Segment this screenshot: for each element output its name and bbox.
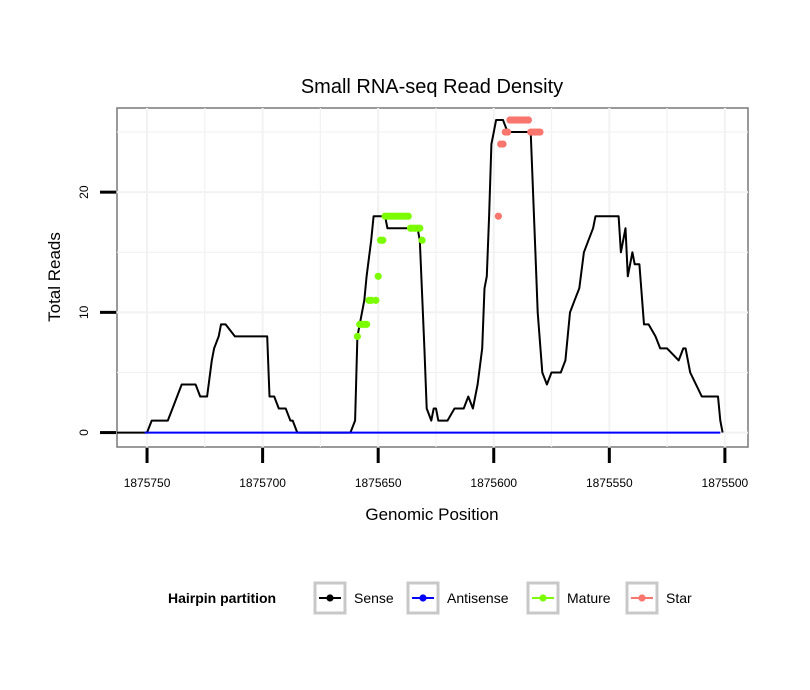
panel-border (116, 107, 749, 448)
data-point-mature (379, 236, 387, 244)
y-axis: 0 10 20 (77, 185, 116, 436)
data-point-star (524, 116, 533, 124)
x-tick-label: 1875500 (702, 476, 749, 490)
legend: Hairpin partition Sense Antisense Mature St… (168, 581, 692, 615)
legend-label: Antisense (447, 590, 509, 606)
chart-title: Small RNA-seq Read Density (301, 76, 563, 98)
legend-item: Antisense (406, 581, 509, 615)
x-axis: 1875750 1875700 1875650 1875600 1875550 18755… (124, 448, 749, 490)
data-point-star (536, 128, 544, 136)
x-axis-title: Genomic Position (365, 505, 498, 524)
y-tick-label: 10 (77, 305, 91, 319)
legend-title: Hairpin partition (168, 590, 276, 606)
data-point-mature (353, 332, 361, 341)
plot-panel (116, 107, 749, 448)
y-tick-label: 0 (77, 429, 91, 436)
legend-item: Mature (526, 581, 611, 615)
data-point-mature (418, 236, 426, 244)
data-point-mature (374, 272, 382, 280)
series-points (353, 116, 544, 341)
legend-label: Star (666, 590, 692, 606)
legend-label: Sense (354, 590, 394, 606)
series-line-sense (146, 119, 724, 434)
data-point-mature (363, 320, 371, 328)
data-point-mature (404, 212, 412, 220)
x-tick-label: 1875550 (586, 476, 633, 490)
legend-items: Sense Antisense Mature Star (313, 581, 692, 615)
data-point-star (494, 212, 502, 220)
x-tick-label: 1875700 (239, 476, 286, 490)
x-tick-label: 1875600 (470, 476, 517, 490)
x-tick-label: 1875750 (124, 476, 171, 490)
legend-key-point (539, 594, 547, 602)
series-lines (117, 119, 724, 434)
legend-key-point (326, 594, 334, 602)
x-tick-label: 1875650 (355, 476, 402, 490)
data-point-star (499, 140, 507, 148)
data-point-star (504, 128, 512, 136)
legend-key-point (419, 594, 427, 602)
data-point-mature (372, 296, 380, 304)
legend-item: Sense (313, 581, 394, 615)
legend-label: Mature (567, 590, 611, 606)
y-tick-label: 20 (77, 185, 91, 199)
data-point-mature (416, 224, 424, 232)
legend-key-point (638, 594, 646, 602)
legend-item: Star (625, 581, 692, 615)
y-axis-title: Total Reads (45, 232, 64, 322)
